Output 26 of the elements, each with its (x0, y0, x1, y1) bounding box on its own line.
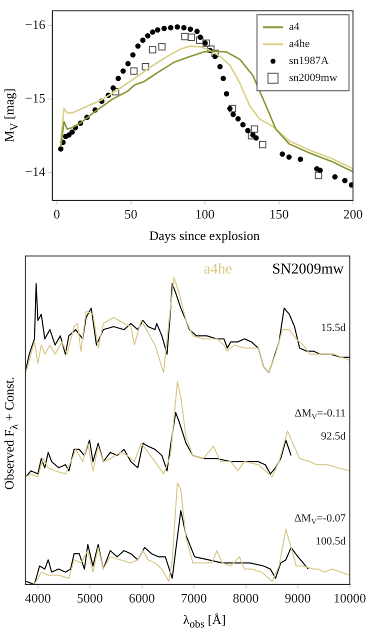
x-tick-label: 4000 (24, 590, 51, 606)
x-tick-label: 9000 (284, 590, 311, 606)
x-axis-title: λ$_{obs}$ [Å] (182, 611, 227, 633)
y-tick-label: −16 (24, 16, 46, 32)
legend-label: a4he (289, 38, 310, 50)
annotation: 15.5d (321, 322, 346, 334)
legend-label: a4 (289, 21, 300, 34)
y-tick-label: −14 (24, 164, 46, 179)
x-axis-title: Days since explosion (148, 227, 261, 245)
y-tick-label: −15 (24, 90, 46, 106)
legend-label: sn2009mw (289, 72, 338, 84)
x-tick-label: 6000 (128, 590, 155, 606)
x-tick-label: 8000 (232, 590, 259, 606)
annotation: 92.5d (321, 430, 346, 443)
x-tick-label: 10000 (334, 590, 366, 606)
x-tick-label: 150 (269, 206, 289, 222)
series-label: a4he (204, 261, 232, 278)
x-tick-label: 50 (124, 206, 138, 222)
x-tick-label: 7000 (180, 590, 207, 606)
legend-label: sn1987A (289, 55, 329, 68)
x-tick-label: 200 (343, 206, 363, 222)
x-tick-label: 5000 (76, 590, 103, 606)
text: SN2009mw (272, 261, 344, 278)
annotation: 100.5d (316, 536, 346, 548)
x-tick-label: 0 (54, 206, 60, 222)
x-tick-label: 100 (195, 206, 215, 222)
